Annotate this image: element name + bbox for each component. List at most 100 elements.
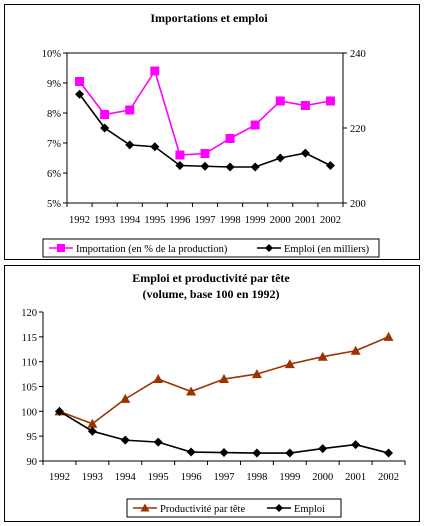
chart-1-point-1-8 (275, 153, 285, 163)
chart-2-y-tick-label: 120 (21, 308, 37, 319)
chart-1-x-tick-label: 1993 (94, 215, 115, 226)
chart-2-point-1-4 (186, 447, 196, 457)
chart-1-point-1-2 (125, 140, 135, 150)
chart-1-left-tick-label: 6% (47, 169, 61, 180)
chart-1-point-1-3 (150, 142, 160, 152)
chart-1-point-0-1 (100, 110, 110, 119)
chart-2-y-axis: 90 95 100 105 110 115 120 (21, 308, 43, 468)
chart-2-subtitle: (volume, base 100 en 1992) (143, 287, 280, 301)
chart-1-legend-label-emploi: Emploi (en milliers) (284, 244, 370, 255)
chart-1-left-tick-label: 9% (47, 79, 61, 90)
chart-2-point-0-3 (153, 374, 164, 384)
chart-1-left-tick-label: 7% (47, 139, 61, 150)
chart-2-point-0-7 (284, 359, 295, 369)
chart-2-point-1-5 (219, 448, 229, 458)
chart-2-x-tick-label: 2002 (378, 472, 399, 483)
legend-square-marker (57, 244, 65, 252)
chart-1-series (75, 66, 335, 172)
chart-1-x-tick-label: 1994 (119, 215, 141, 226)
chart-2-svg: Emploi et productivité par tête (volume,… (21, 271, 406, 518)
chart-1-x-tick-label: 2000 (270, 215, 291, 226)
chart-1-left-tick-label: 8% (47, 109, 61, 120)
chart-2-point-0-1 (87, 418, 98, 428)
chart-1-point-0-9 (300, 101, 310, 110)
chart-2-x-tick-label: 1995 (148, 472, 169, 483)
chart-2-title: Emploi et productivité par tête (132, 271, 290, 285)
chart-1-point-0-8 (275, 96, 285, 106)
chart-1-x-tick-label: 1996 (169, 215, 190, 226)
chart-1-x-tick-label: 1998 (220, 215, 241, 226)
chart-1-x-tick-label: 1992 (69, 215, 90, 226)
chart-2-x-tick-label: 1998 (246, 472, 267, 483)
chart-1-x-tick-label: 2001 (295, 215, 316, 226)
chart-2-y-tick-label: 110 (22, 358, 37, 369)
chart-1-left-tick-label: 10% (42, 49, 62, 60)
chart-1-left-tick-label: 5% (47, 199, 61, 210)
chart-2-y-tick-label: 100 (21, 407, 37, 418)
chart-2-point-0-8 (317, 351, 328, 361)
chart-2-x-tick-label: 1997 (214, 472, 235, 483)
chart-1-right-tick-label: 200 (350, 199, 366, 210)
chart-2-point-1-9 (351, 440, 361, 450)
chart-2-x-axis: 1992 1993 1994 1995 1996 1997 1998 1999 2000 2001… (42, 461, 406, 483)
legend-diamond-marker (275, 504, 283, 512)
chart-1-x-tick-label: 2002 (320, 215, 341, 226)
chart-1-legend (42, 238, 380, 258)
chart-1-point-1-9 (300, 148, 310, 158)
chart-2-legend-item-productivite: Productivité par tête (133, 503, 245, 515)
chart-2-point-1-7 (285, 448, 295, 458)
chart-2-point-0-4 (186, 386, 197, 396)
chart-1-x-tick-label: 1997 (195, 215, 216, 226)
chart-2-point-1-8 (318, 444, 328, 454)
chart-2-x-tick-label: 1994 (115, 472, 137, 483)
chart-2-y-tick-label: 90 (27, 457, 38, 468)
chart-1-point-0-7 (250, 120, 260, 130)
chart-2-point-1-6 (252, 448, 262, 458)
chart-2-legend-label-productivite: Productivité par tête (160, 504, 245, 515)
chart-2-legend-item-emploi: Emploi (267, 504, 325, 515)
chart-2-point-0-10 (383, 331, 394, 341)
legend-diamond-marker (265, 244, 273, 252)
chart-1-title: Importations et emploi (150, 11, 268, 25)
chart-1-point-1-6 (225, 162, 235, 172)
chart-1-legend-label-importation: Importation (en % de la production) (76, 244, 228, 255)
chart-1-point-0-3 (150, 66, 160, 76)
legend-triangle-marker (140, 503, 150, 512)
chart-1-point-0-5 (200, 149, 210, 158)
chart-2-x-tick-label: 2000 (312, 472, 333, 483)
chart-2-point-1-1 (87, 426, 97, 436)
chart-1-right-tick-label: 240 (350, 49, 366, 60)
chart-2-series-line-1 (59, 410, 389, 454)
chart-2-x-tick-label: 1999 (279, 472, 300, 483)
chart-1-legend-item-importation: Importation (en % de la production) (49, 244, 228, 255)
chart-1-x-tick-label: 1999 (245, 215, 266, 226)
chart-2-point-0-5 (219, 374, 229, 384)
chart-2-point-0-6 (251, 369, 262, 379)
chart-1-right-axis: 200 220 240 (343, 49, 366, 210)
chart-2-x-tick-label: 1993 (82, 472, 103, 483)
chart-2-point-1-3 (153, 437, 163, 447)
chart-1-x-axis: 1992 1993 1994 1995 1996 1997 1998 1999 2000 2001… (66, 203, 344, 226)
chart-2-point-0-9 (350, 345, 361, 355)
chart-2-legend (126, 498, 342, 518)
chart-emploi-productivite: Emploi et productivité par tête (volume,… (4, 265, 420, 522)
chart-1-point-1-0 (75, 89, 85, 99)
chart-1-point-1-10 (325, 161, 335, 170)
chart-1-x-tick-label: 1995 (144, 215, 165, 226)
chart-1-point-0-6 (225, 134, 235, 143)
chart-2-series (54, 331, 394, 458)
chart-2-point-1-0 (54, 406, 64, 416)
chart-1-svg: Importations et emploi 5% 6% 7% 8% 9% 10% 200… (42, 11, 380, 258)
chart-1-point-1-7 (250, 162, 260, 172)
chart-1-right-tick-label: 220 (350, 124, 366, 135)
chart-2-point-1-10 (384, 448, 394, 458)
chart-2-x-tick-label: 1992 (49, 472, 70, 483)
chart-2-y-tick-label: 95 (27, 432, 38, 443)
chart-1-point-0-2 (125, 105, 135, 115)
chart-1-point-1-4 (175, 161, 185, 170)
chart-2-legend-label-emploi: Emploi (294, 504, 325, 515)
chart-1-point-0-4 (175, 150, 185, 160)
chart-2-point-0-2 (120, 393, 131, 403)
chart-2-y-tick-label: 105 (21, 383, 37, 394)
chart-1-legend-item-emploi: Emploi (en milliers) (257, 244, 370, 255)
